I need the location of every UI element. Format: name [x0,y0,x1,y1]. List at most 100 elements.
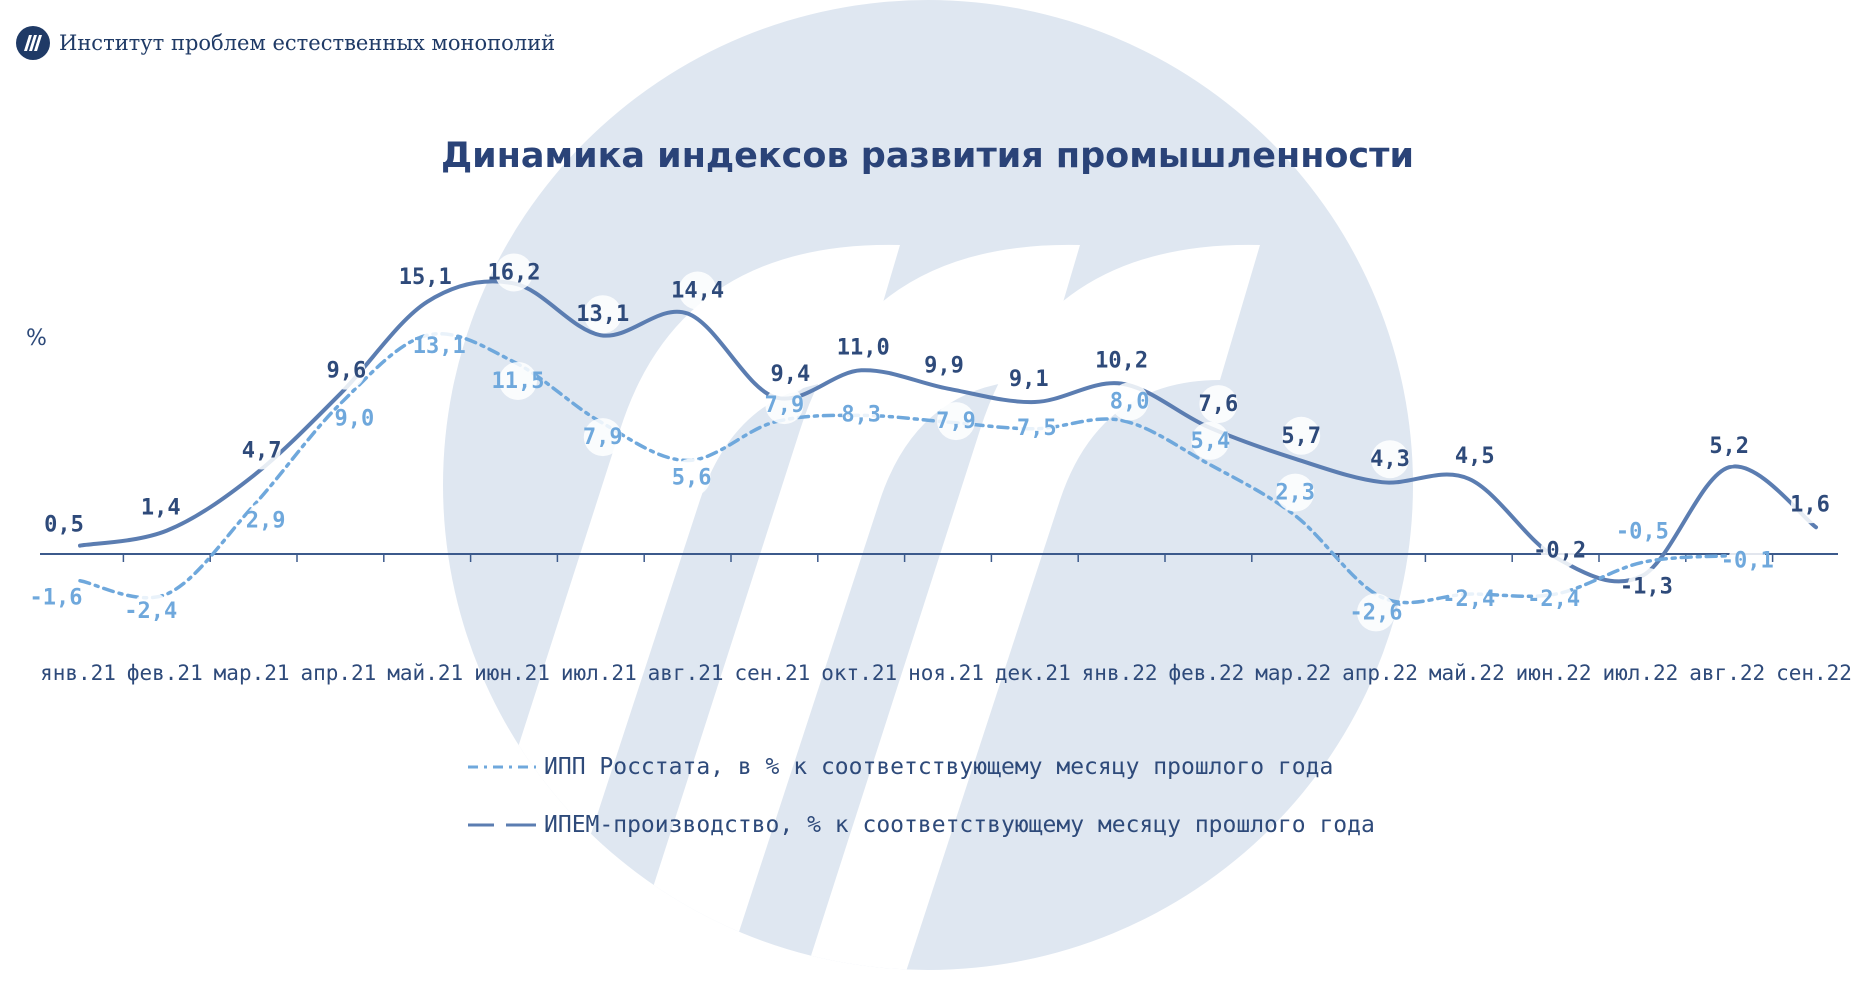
data-label-ipem: 10,2 [1095,349,1148,374]
data-label-ipp: 11,5 [492,369,545,394]
x-tick-label: ноя.21 [908,661,984,685]
data-label-bg-ipem [242,431,281,470]
x-tick-label: июн.22 [1516,661,1592,685]
data-label-bg-ipem [583,295,622,334]
x-tick-label: июл.21 [561,661,637,685]
data-label-bg-ipp [499,361,537,400]
data-label-ipp: 13,1 [413,334,466,359]
data-label-ipp: -0,5 [1616,519,1669,544]
data-label-bg-ipp [1534,580,1573,619]
data-label-bg-ipp [1110,382,1149,421]
data-label-bg-ipp [1728,541,1767,580]
x-tick-label: мар.22 [1255,661,1331,685]
data-label-bg-ipp [1276,473,1315,512]
data-label-ipp: 7,9 [936,409,976,434]
data-label-ipp: -2,4 [1442,587,1495,612]
data-label-ipem: 7,6 [1199,392,1239,417]
data-label-ipem: 5,2 [1709,434,1749,459]
data-label-ipp: -2,4 [124,599,177,624]
data-label-ipem: 4,7 [242,439,282,464]
series-line-ipp [78,332,1731,605]
data-label-ipp: 9,0 [335,407,375,432]
data-label-bg-ipem [1009,360,1048,399]
institute-logo-icon [16,26,50,60]
data-label-bg-ipp [131,592,170,631]
x-tick-label: авг.22 [1689,661,1765,685]
data-label-ipem: 15,1 [399,265,452,290]
data-label-ipp: 7,9 [583,425,623,450]
data-label-ipem: 16,2 [488,260,541,285]
x-tick-label: янв.21 [40,661,116,685]
legend-swatch-solid-icon [468,823,536,827]
data-label-ipem: 14,4 [671,279,724,304]
data-label-ipem: 5,7 [1281,424,1321,449]
data-label-bg-ipp [37,578,75,617]
data-label-ipem: 13,1 [576,302,629,327]
data-label-bg-ipem [1627,567,1666,606]
x-tick-label: мар.21 [214,661,290,685]
data-label-ipp: 2,3 [1275,481,1315,506]
data-label-bg-ipem [45,505,83,544]
y-axis-unit-label: % [26,326,47,351]
data-label-ipp: 5,4 [1191,429,1231,454]
legend-item-ipp: ИПП Росстата, в % к соответствующему мес… [466,738,1375,796]
data-label-ipem: 9,4 [771,362,811,387]
watermark-circle [443,0,1413,970]
data-label-ipp: 8,3 [841,402,881,427]
data-label-ipem: 9,9 [924,354,964,379]
data-label-bg-ipem [406,257,445,296]
data-label-ipp: 7,9 [765,393,805,418]
data-label-ipem: -1,3 [1620,575,1673,600]
x-tick-label: июн.21 [474,661,550,685]
x-tick-label: дек.21 [995,661,1071,685]
data-label-ipp: -0,1 [1721,549,1774,574]
data-label-bg-ipem [1282,416,1321,455]
data-label-bg-ipp [672,458,711,497]
data-label-bg-ipp [842,395,881,434]
data-label-ipp: -2,6 [1350,600,1403,625]
data-label-ipem: 4,3 [1370,447,1410,472]
header: Институт проблем естественных монополий [16,26,555,60]
data-label-bg-ipem [1710,427,1749,466]
x-tick-label: фев.21 [127,661,203,685]
data-label-ipem: 9,1 [1009,367,1049,392]
x-tick-label: фев.22 [1168,661,1244,685]
data-label-bg-ipem [678,271,717,310]
x-tick-label: янв.22 [1082,661,1158,685]
data-label-bg-ipem [925,346,963,385]
data-label-bg-ipem [141,488,180,527]
data-label-ipem: 0,5 [44,513,84,538]
data-label-ipem: 1,6 [1790,492,1830,517]
data-label-bg-ipem [771,355,810,394]
data-label-ipp: 8,0 [1110,389,1150,414]
data-label-bg-ipem [1791,485,1829,524]
data-label-bg-ipem [844,328,883,367]
data-label-bg-ipem [495,253,533,292]
x-tick-label: июл.22 [1602,661,1678,685]
x-tick-label: авг.21 [648,661,724,685]
data-label-bg-ipem [1540,531,1579,570]
data-label-bg-ipp [1449,580,1488,619]
data-label-ipem: 9,6 [327,359,367,384]
org-name: Институт проблем естественных монополий [59,31,556,55]
data-label-bg-ipp [765,386,804,425]
legend-swatch-dashed-icon [468,765,536,769]
data-label-ipem: -0,2 [1533,538,1586,563]
x-tick-label: апр.22 [1342,661,1418,685]
data-label-ipp: -2,4 [1527,587,1580,612]
data-label-bg-ipem [1199,385,1238,424]
data-label-bg-ipp [420,327,459,366]
data-label-bg-ipem [1102,341,1141,380]
data-label-ipp: 2,9 [246,509,286,534]
legend: ИПП Росстата, в % к соответствующему мес… [466,738,1375,854]
data-label-bg-ipp [1017,408,1056,447]
data-label-ipem: 11,0 [837,335,890,360]
x-tick-label: окт.21 [821,661,897,685]
data-label-ipp: 5,6 [672,465,712,490]
legend-item-ipem: ИПЕМ-производство, % к соответствующему … [466,796,1375,854]
data-label-ipem: 4,5 [1455,444,1495,469]
x-tick-label: сен.22 [1776,661,1852,685]
legend-label-ipp: ИПП Росстата, в % к соответствующему мес… [544,754,1334,780]
